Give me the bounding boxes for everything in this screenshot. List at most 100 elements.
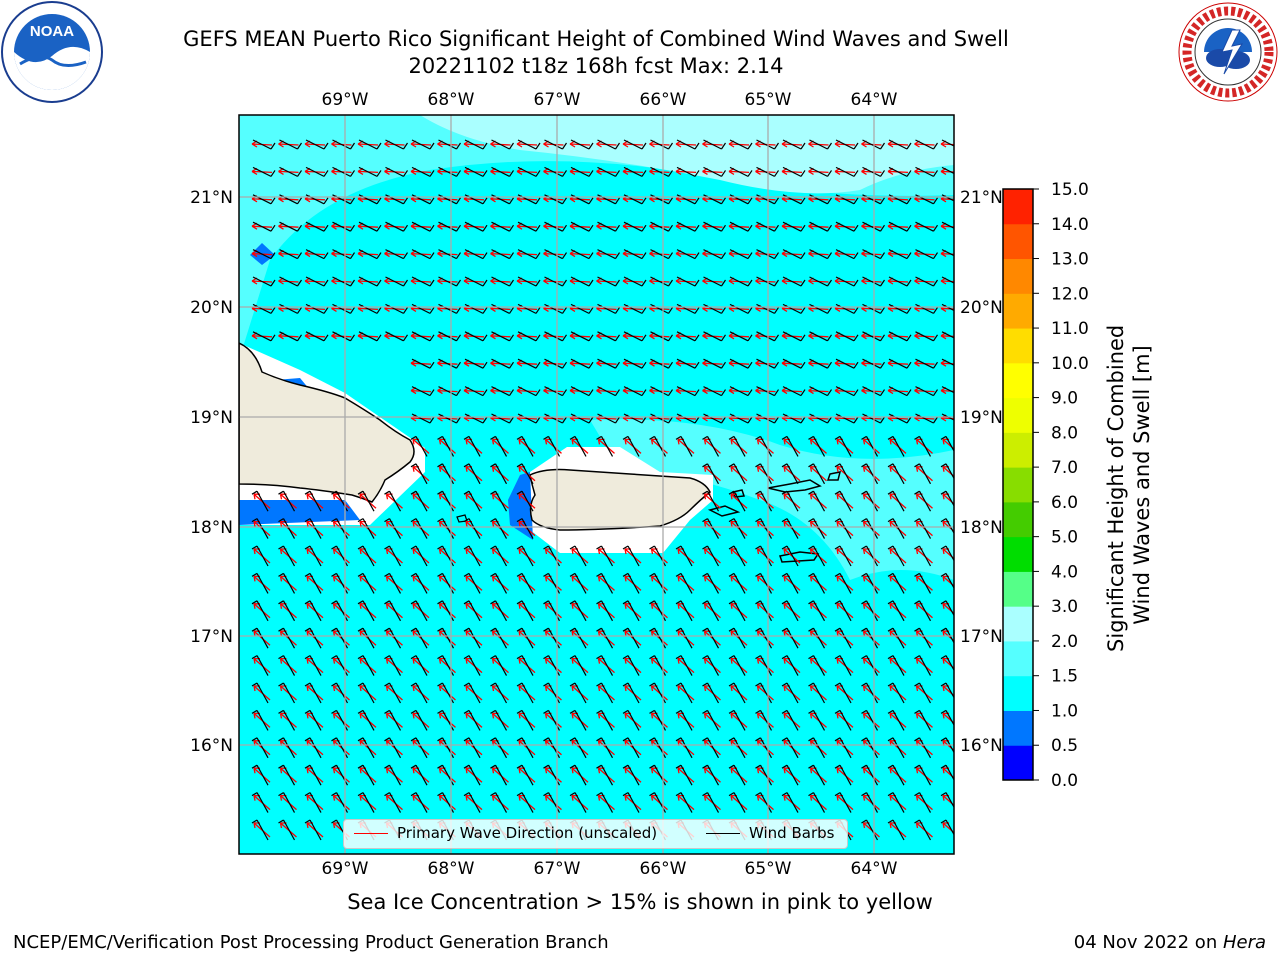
wind-barb — [251, 709, 269, 731]
wind-barb — [384, 682, 402, 704]
wind-barb — [834, 572, 852, 594]
wind-barb — [569, 709, 587, 731]
wind-barb — [278, 518, 296, 539]
wind-barb — [809, 358, 832, 369]
wind-barb — [517, 386, 541, 397]
wind-barb — [410, 764, 428, 786]
wind-barb — [703, 303, 726, 314]
wind-barb — [809, 303, 832, 314]
wave-band-east — [590, 419, 954, 580]
wind-barb — [570, 276, 594, 287]
wind-barb — [410, 518, 428, 539]
wind-barb — [332, 276, 355, 287]
wind-barb — [834, 463, 852, 485]
wind-barb — [888, 194, 912, 205]
wind-barb — [728, 792, 746, 813]
wind-barb — [437, 792, 455, 813]
wind-barb — [862, 303, 885, 314]
wind-barb — [357, 682, 375, 704]
wind-barb — [251, 572, 269, 594]
wind-barb — [781, 627, 799, 649]
wind-barb — [516, 737, 534, 759]
wind-barb — [252, 221, 276, 232]
lat-label-left: 17°N — [190, 627, 233, 647]
wind-barb — [941, 166, 954, 175]
wind-barb — [516, 600, 534, 622]
wind-barb — [410, 600, 428, 622]
wind-barb — [650, 249, 673, 260]
wind-barb — [463, 682, 481, 704]
wind-barb — [410, 572, 428, 594]
wind-barb — [332, 166, 355, 177]
wind-barb — [941, 139, 954, 147]
wind-barb — [596, 682, 614, 704]
colorbar-segment — [1003, 571, 1033, 607]
lon-label-bottom: 67°W — [534, 859, 581, 879]
wind-barb — [490, 627, 508, 649]
wind-barb — [491, 139, 514, 150]
wind-barb — [834, 737, 852, 759]
wind-barb — [410, 655, 428, 676]
wind-barb — [755, 764, 773, 786]
wind-barb — [437, 545, 455, 567]
wind-barb — [650, 221, 673, 232]
wind-barb — [279, 139, 302, 150]
wind-barb — [438, 331, 461, 342]
wind-barb — [252, 139, 276, 150]
wind-barb — [544, 303, 567, 314]
wind-barb — [728, 682, 746, 704]
wind-barb — [622, 737, 640, 759]
wind-barb — [491, 331, 514, 342]
wind-barb — [357, 737, 375, 759]
wind-barb — [543, 627, 561, 649]
map-title: GEFS MEAN Puerto Rico Significant Height… — [183, 27, 1009, 51]
wind-barb — [914, 463, 932, 485]
wind-barb — [544, 249, 567, 260]
wind-barb — [941, 386, 954, 394]
wind-barb — [808, 600, 826, 622]
colorbar-segment — [1003, 258, 1033, 294]
wind-barb — [861, 764, 879, 786]
wind-barb — [782, 413, 806, 424]
wind-barb — [278, 682, 296, 704]
wind-barb — [649, 435, 667, 457]
wind-barb — [914, 545, 932, 567]
wind-barb — [675, 682, 693, 704]
colorbar-tick-label: 3.0 — [1051, 597, 1078, 617]
wind-barb — [888, 386, 912, 397]
wind-barb — [755, 518, 773, 539]
wind-barb — [304, 709, 322, 731]
colorbar-tick-label: 8.0 — [1051, 423, 1078, 443]
lon-label-top: 65°W — [745, 90, 792, 110]
wind-barb — [304, 792, 322, 813]
wind-barb — [517, 276, 541, 287]
lon-label-bottom: 68°W — [428, 859, 475, 879]
lon-label-top: 64°W — [851, 90, 898, 110]
wind-barb — [597, 249, 620, 260]
wind-barb — [861, 545, 879, 567]
wind-barb — [516, 463, 534, 485]
lon-label-bottom: 69°W — [322, 859, 369, 879]
wind-barb — [278, 709, 296, 731]
wind-barb — [887, 682, 905, 704]
wind-barb — [675, 709, 693, 731]
lat-label-right: 18°N — [960, 518, 1003, 538]
colorbar-segment — [1003, 293, 1033, 329]
wave-band-2.0-3.0 — [420, 115, 954, 194]
wind-barb — [861, 709, 879, 731]
wind-barb — [915, 358, 938, 369]
wind-barb — [649, 572, 667, 594]
wind-barb — [251, 737, 269, 759]
wind-barb — [516, 572, 534, 594]
wind-barb — [914, 435, 932, 457]
wind-barb — [385, 303, 408, 314]
wind-barb — [675, 627, 693, 649]
wind-barb — [781, 600, 799, 622]
wind-barb — [702, 655, 720, 676]
wind-barb — [728, 655, 746, 676]
wind-barb — [597, 358, 620, 369]
colorbar-tick-label: 0.0 — [1051, 771, 1078, 791]
wind-barb — [623, 413, 647, 424]
legend-item-barb: Wind Barbs — [706, 824, 834, 842]
wind-barb — [252, 276, 276, 287]
